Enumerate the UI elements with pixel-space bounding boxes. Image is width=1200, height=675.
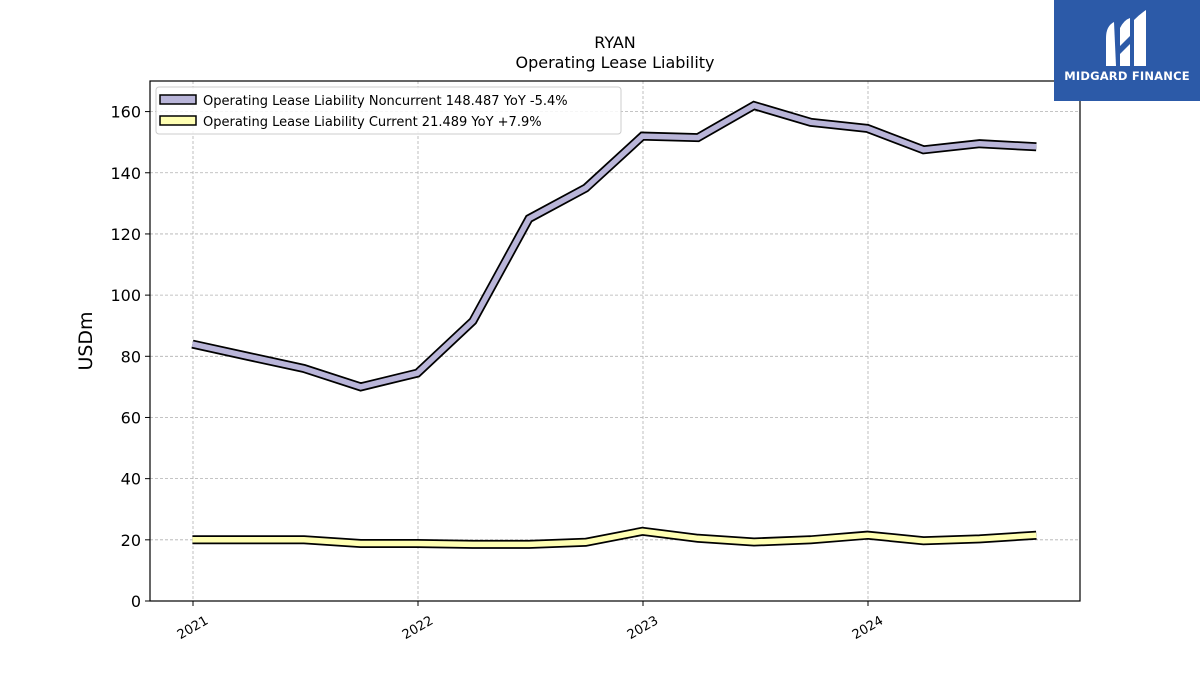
series-line-0 [191,102,1037,390]
x-tick-label: 2021 [175,613,211,643]
chart-subtitle: Operating Lease Liability [515,53,714,72]
legend-box [155,86,622,135]
legend-label-current: Operating Lease Liability Current 21.489… [203,115,542,130]
x-tick-label: 2024 [850,613,886,643]
series-outline-0 [191,100,1037,392]
y-tick-label: 40 [121,470,141,489]
brand-logo: MIDGARD FINANCE [1054,0,1200,101]
y-tick-label: 100 [110,286,141,305]
legend-swatch-current [159,115,197,126]
chart-title: RYAN [594,33,636,52]
y-tick-label: 20 [121,531,141,550]
legend-label-noncurrent: Operating Lease Liability Noncurrent 148… [203,94,568,109]
y-tick-label: 120 [110,225,141,244]
y-tick-label: 0 [131,592,141,611]
x-tick-label: 2023 [625,613,661,643]
y-axis-label: USDm [75,311,97,370]
plot-frame [149,80,1081,602]
brand-name: MIDGARD FINANCE [1064,69,1190,83]
y-tick-label: 160 [110,103,141,122]
y-tick-label: 140 [110,164,141,183]
y-tick-label: 60 [121,408,141,427]
series-lines [191,100,1037,549]
legend[interactable]: Operating Lease Liability Noncurrent 148… [155,86,622,135]
midgard-m-logo-icon [1106,10,1146,66]
y-tick-label: 80 [121,347,141,366]
x-tick-label: 2022 [400,613,436,643]
series-line-1 [192,528,1037,548]
legend-swatch-noncurrent [159,94,197,105]
y-axis: 0 20 40 60 80 100 120 140 160 [110,103,150,611]
x-axis: 2021 2022 2023 2024 [175,601,886,643]
